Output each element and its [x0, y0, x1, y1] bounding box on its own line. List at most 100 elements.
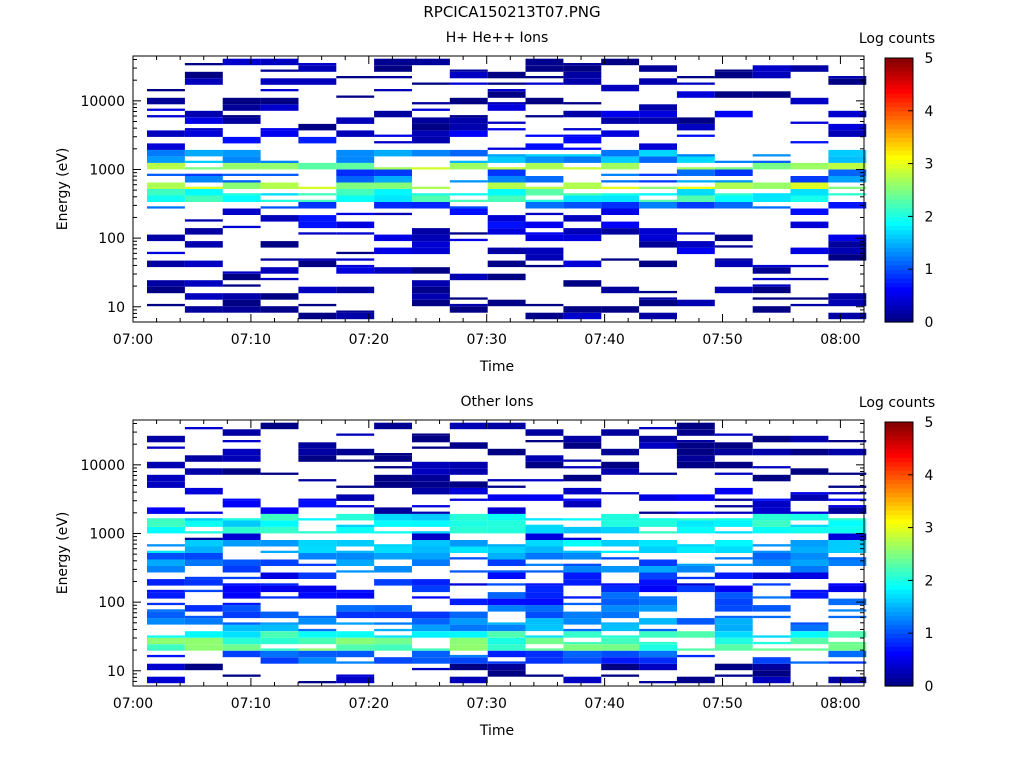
heatmap-cell: [752, 65, 791, 72]
colorbar-swatch: [885, 93, 913, 99]
heatmap-cell: [828, 247, 867, 255]
colorbar-swatch: [885, 558, 913, 564]
colorbar-swatch: [885, 606, 913, 612]
heatmap-cell: [298, 193, 337, 196]
heatmap-cell: [601, 598, 640, 606]
heatmap-cell: [260, 215, 299, 222]
heatmap-cell: [525, 605, 564, 612]
heatmap-cell: [222, 526, 261, 534]
heatmap-cell: [222, 149, 261, 157]
heatmap-cell: [449, 238, 488, 242]
heatmap-cell: [374, 247, 412, 255]
heatmap-cell: [487, 121, 526, 124]
colorbar-swatch: [885, 80, 913, 85]
heatmap-cell: [601, 186, 640, 189]
heatmap-cell: [147, 130, 185, 137]
colorbar-swatch: [885, 598, 913, 603]
heatmap-cell: [412, 513, 450, 521]
heatmap-cell: [790, 592, 829, 599]
heatmap-cell: [563, 579, 602, 586]
y-tick-label: 10000: [80, 458, 125, 474]
heatmap-cell: [563, 611, 602, 619]
heatmap-cell: [601, 286, 640, 294]
heatmap-cell: [601, 657, 640, 664]
heatmap-cell: [412, 585, 450, 593]
colorbar-tick-label: 4: [925, 468, 934, 484]
heatmap-cell: [374, 622, 412, 625]
heatmap-cell: [147, 251, 185, 255]
heatmap-cell: [374, 195, 412, 202]
heatmap-cell: [487, 661, 526, 664]
heatmap-cell: [487, 526, 526, 534]
heatmap-cell: [714, 195, 753, 202]
heatmap-cell: [714, 167, 753, 170]
heatmap-cell: [412, 82, 450, 85]
heatmap-cell: [487, 195, 526, 202]
heatmap-cell: [714, 180, 753, 183]
heatmap-cell: [222, 156, 261, 163]
heatmap-cell: [449, 487, 488, 495]
heatmap-cell: [449, 546, 488, 553]
heatmap-cell: [790, 494, 829, 501]
heatmap-cell: [676, 676, 715, 684]
heatmap-cell: [714, 193, 753, 196]
heatmap-cell: [563, 102, 602, 105]
heatmap-cell: [790, 468, 829, 475]
heatmap-cell: [147, 173, 185, 176]
colorbar-tick-label: 4: [925, 104, 934, 120]
colorbar-swatch: [885, 611, 913, 617]
heatmap-cell: [639, 618, 677, 625]
heatmap-cell: [676, 518, 715, 521]
heatmap-cell: [260, 193, 299, 196]
heatmap-cell: [639, 598, 677, 606]
heatmap-cell: [525, 674, 564, 677]
heatmap-cell: [147, 435, 185, 443]
heatmap-cell: [563, 459, 602, 462]
heatmap-cell: [336, 251, 375, 255]
heatmap-cell: [260, 162, 299, 170]
heatmap-cell: [639, 605, 677, 612]
heatmap-cell: [639, 472, 677, 475]
x-tick-label: 07:30: [467, 696, 507, 712]
heatmap-cell: [639, 110, 677, 118]
heatmap-cell: [525, 518, 564, 521]
colorbar-swatch: [885, 313, 913, 319]
heatmap-cell: [639, 511, 677, 514]
heatmap-cell: [752, 160, 791, 163]
heatmap-cell: [487, 422, 526, 430]
heatmap-cell: [260, 572, 299, 579]
heatmap-cell: [714, 110, 753, 118]
heatmap-cell: [487, 167, 526, 170]
heatmap-cell: [525, 76, 564, 79]
heatmap-cell: [563, 618, 602, 625]
colorbar-swatch: [885, 58, 913, 63]
heatmap-cell: [147, 526, 185, 534]
heatmap-cell: [487, 583, 526, 586]
heatmap-cell: [374, 89, 412, 92]
colorbar-swatch: [885, 146, 913, 151]
colorbar-swatch: [885, 545, 913, 551]
heatmap-cell: [752, 286, 791, 294]
heatmap-cell: [676, 154, 715, 157]
heatmap-cell: [298, 479, 337, 482]
heatmap-cell: [374, 167, 412, 170]
colorbar-swatch: [885, 668, 913, 674]
heatmap-cell: [374, 513, 412, 521]
colorbar-swatch: [885, 523, 913, 529]
heatmap-cell: [184, 293, 223, 300]
heatmap-cell: [336, 310, 375, 313]
heatmap-cell: [147, 611, 185, 619]
panel-bottom-ticks: [132, 420, 865, 687]
colorbar-swatch: [885, 278, 913, 283]
heatmap-cell: [260, 267, 299, 274]
heatmap-cell: [601, 149, 640, 157]
heatmap-cell: [563, 518, 602, 521]
heatmap-cell: [525, 461, 564, 469]
heatmap-cell: [639, 104, 677, 111]
colorbar-swatch: [885, 132, 913, 138]
heatmap-cell: [676, 91, 715, 98]
heatmap-cell: [412, 234, 450, 242]
heatmap-cell: [714, 461, 753, 469]
heatmap-cell: [601, 637, 640, 645]
heatmap-cell: [639, 156, 677, 163]
